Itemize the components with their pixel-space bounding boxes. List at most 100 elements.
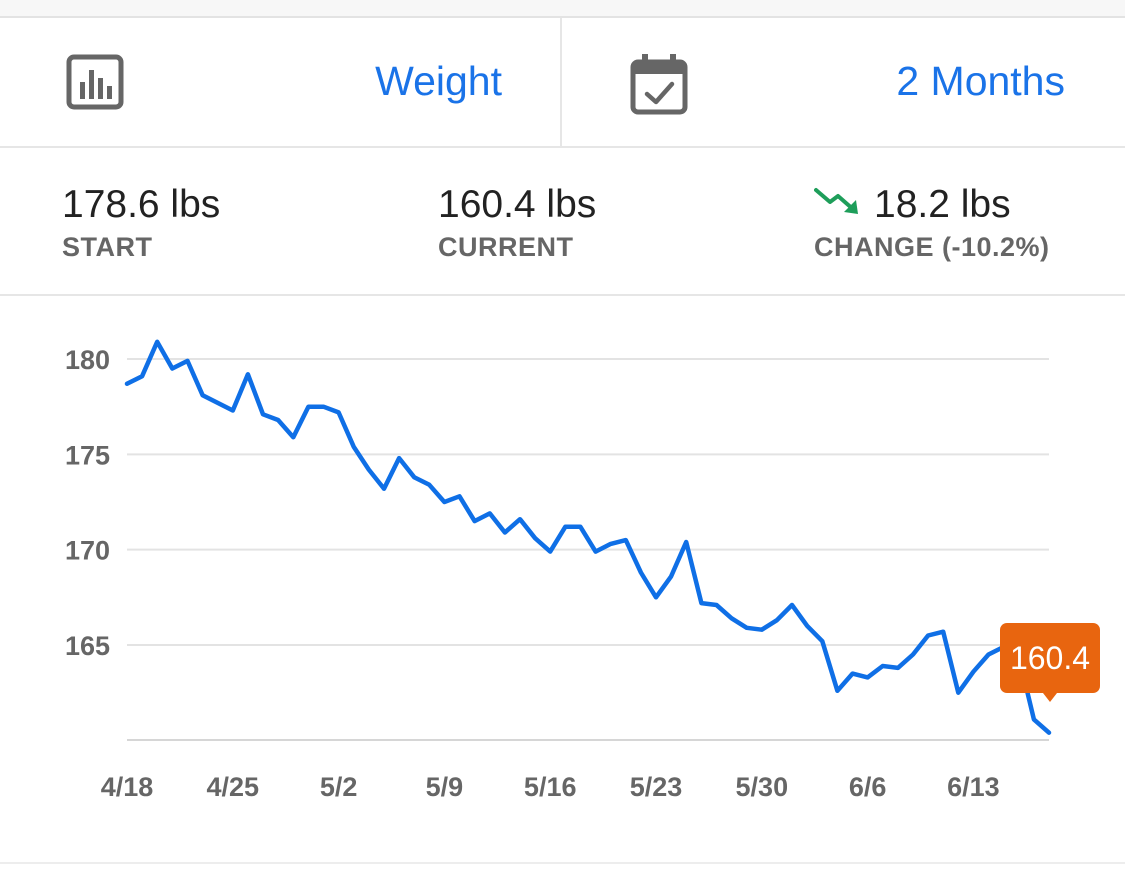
callout-pointer (1043, 693, 1057, 702)
data-point (487, 511, 492, 516)
data-point (714, 602, 719, 607)
x-tick-label: 5/9 (426, 772, 464, 802)
data-point (865, 675, 870, 680)
data-point (321, 404, 326, 409)
data-point (548, 549, 553, 554)
data-point (910, 652, 915, 657)
data-point (140, 374, 145, 379)
data-point (230, 408, 235, 413)
data-point (306, 404, 311, 409)
data-point (185, 358, 190, 363)
x-tick-label: 5/30 (736, 772, 789, 802)
stat-start: 178.6 lbs START (62, 182, 220, 263)
data-point (729, 616, 734, 621)
data-point (336, 410, 341, 415)
stat-change: 18.2 lbs CHANGE (-10.2%) (814, 182, 1050, 263)
y-tick-label: 180 (65, 345, 110, 375)
stat-current: 160.4 lbs CURRENT (438, 182, 596, 263)
start-label: START (62, 232, 153, 262)
data-point (759, 627, 764, 632)
data-point (835, 688, 840, 693)
data-point (926, 633, 931, 638)
y-tick-label: 175 (65, 440, 110, 470)
metric-selector[interactable]: Weight (0, 18, 560, 146)
data-point (986, 652, 991, 657)
data-point (261, 412, 266, 417)
data-point (608, 541, 613, 546)
data-point (699, 601, 704, 606)
weight-chart[interactable]: 180 175 170 165 4/18 4/25 5/2 5/9 5/16 5/23 5/30 6/… (0, 296, 1125, 862)
data-point (366, 467, 371, 472)
x-tick-label: 5/16 (524, 772, 577, 802)
data-point (517, 517, 522, 522)
data-point (956, 690, 961, 695)
data-point (850, 671, 855, 676)
change-value: 18.2 lbs (874, 183, 1011, 226)
change-label: CHANGE (-10.2%) (814, 232, 1050, 262)
data-point (170, 366, 175, 371)
x-tick-label: 6/13 (947, 772, 1000, 802)
calendar-check-icon (630, 54, 688, 121)
x-tick-label: 5/2 (320, 772, 358, 802)
data-point (427, 482, 432, 487)
data-point (563, 524, 568, 529)
x-tick-label: 4/18 (101, 772, 154, 802)
data-point (941, 629, 946, 634)
data-point (533, 536, 538, 541)
current-value-callout: 160.4 (1000, 623, 1100, 702)
callout-box (1000, 623, 1100, 693)
current-value: 160.4 lbs (438, 183, 597, 226)
data-point (412, 475, 417, 480)
data-point (457, 494, 462, 499)
data-point (200, 393, 205, 398)
data-point (880, 663, 885, 668)
bottom-divider (0, 862, 1125, 864)
data-point (291, 435, 296, 440)
y-tick-label: 165 (65, 631, 110, 661)
x-tick-label: 6/6 (849, 772, 887, 802)
data-point (623, 538, 628, 543)
data-point (155, 339, 160, 344)
x-tick-label: 5/23 (630, 772, 683, 802)
data-point (1031, 717, 1036, 722)
data-point (654, 595, 659, 600)
range-selector[interactable]: 2 Months (562, 18, 1125, 146)
data-point (215, 400, 220, 405)
data-point (125, 381, 130, 386)
callout-label: 160.4 (1010, 640, 1090, 676)
x-tick-label: 4/25 (207, 772, 260, 802)
data-point (276, 418, 281, 423)
data-point (351, 444, 356, 449)
data-point (971, 669, 976, 674)
data-point (669, 574, 674, 579)
range-value: 2 Months (896, 58, 1065, 104)
data-point (638, 570, 643, 575)
data-point (397, 456, 402, 461)
weight-series-line (124, 339, 1052, 735)
change-value-row: 18.2 lbs (814, 182, 1050, 228)
data-point (442, 500, 447, 505)
start-value: 178.6 lbs (62, 183, 221, 226)
selector-row: Weight 2 Months (0, 18, 1125, 148)
data-point (578, 524, 583, 529)
trend-down-icon (814, 181, 862, 227)
data-point (744, 625, 749, 630)
data-point (1047, 730, 1052, 735)
data-point (895, 665, 900, 670)
data-point (381, 486, 386, 491)
data-point (245, 372, 250, 377)
top-strip (0, 0, 1125, 18)
data-point (805, 623, 810, 628)
current-label: CURRENT (438, 232, 574, 262)
data-point (790, 602, 795, 607)
y-tick-label: 170 (65, 536, 110, 566)
data-point (774, 618, 779, 623)
stats-row: 178.6 lbs START 160.4 lbs CURRENT 18.2 l… (0, 148, 1125, 296)
data-point (472, 519, 477, 524)
chart-svg: 180 175 170 165 4/18 4/25 5/2 5/9 5/16 5/23 5/30 6/… (65, 339, 1100, 802)
selector-divider (560, 18, 562, 146)
data-point (502, 530, 507, 535)
data-point (684, 540, 689, 545)
bar-chart-icon (66, 54, 124, 115)
data-point (593, 549, 598, 554)
